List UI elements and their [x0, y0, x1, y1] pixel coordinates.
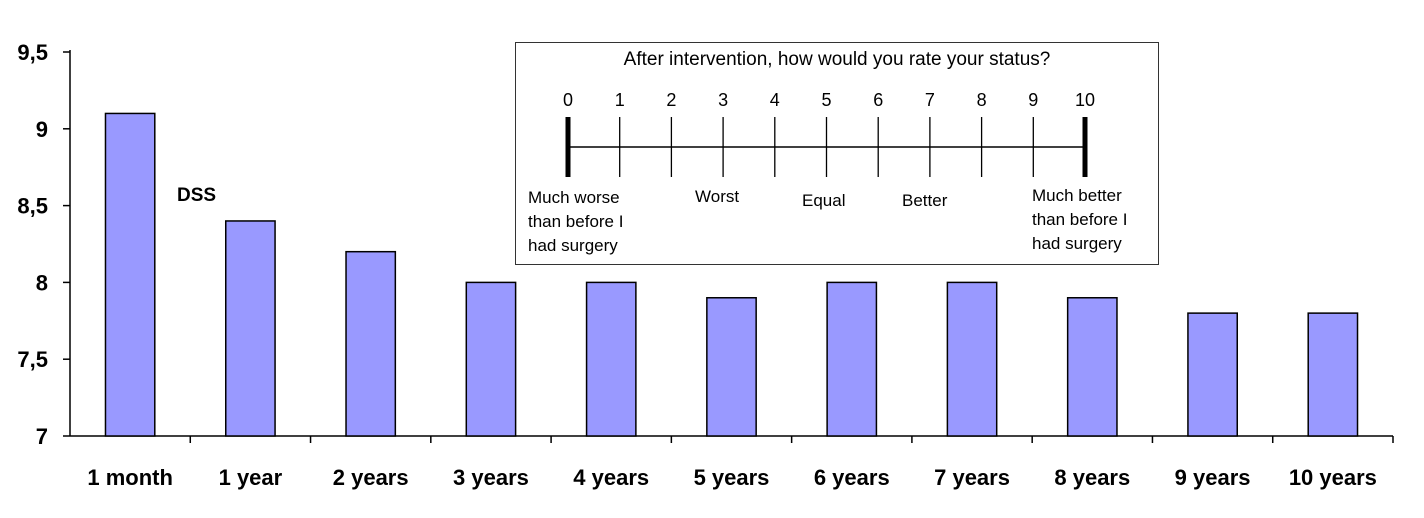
rating-scale-inset: 0 1 2 3 4 5 6 7 8 9 10 After intervention, how wou… — [515, 42, 1159, 265]
x-tick-label: 10 years — [1289, 465, 1377, 490]
bar — [1187, 312, 1238, 437]
scale-number: 8 — [977, 90, 987, 110]
x-tick-label: 2 years — [333, 465, 409, 490]
y-tick-label: 8 — [36, 270, 48, 295]
bar — [585, 281, 637, 437]
bar — [104, 112, 156, 437]
x-tick-label: 1 month — [87, 465, 173, 490]
anchor-much-better: Much better than before I had surgery — [1032, 184, 1127, 256]
series-label: DSS — [177, 185, 216, 206]
bar — [225, 220, 276, 437]
y-tick-label: 7,5 — [17, 347, 48, 372]
scale-number: 3 — [718, 90, 728, 110]
anchor-line: had surgery — [528, 236, 618, 255]
scale-number: 10 — [1075, 90, 1095, 110]
scale-number: 1 — [615, 90, 625, 110]
scale-number: 6 — [873, 90, 883, 110]
anchor-line: Much worse — [528, 188, 620, 207]
x-tick-label: 4 years — [573, 465, 649, 490]
y-tick-label: 8,5 — [17, 194, 48, 219]
anchor-equal: Equal — [802, 191, 846, 210]
scale-number: 0 — [563, 90, 573, 110]
x-tick-label: 9 years — [1175, 465, 1251, 490]
anchor-line: had surgery — [1032, 234, 1122, 253]
bar — [465, 281, 517, 437]
bar — [1066, 297, 1118, 437]
y-tick-label: 9 — [36, 117, 48, 142]
x-tick-label: 6 years — [814, 465, 890, 490]
anchor-worst: Worst — [695, 187, 740, 206]
x-tick-label: 1 year — [219, 465, 283, 490]
bar — [826, 281, 878, 437]
x-axis-ticks: 1 month 1 year 2 years 3 years 4 years 5 year… — [87, 436, 1394, 490]
scale-number: 9 — [1028, 90, 1038, 110]
scale-number: 2 — [666, 90, 676, 110]
x-tick-label: 8 years — [1054, 465, 1130, 490]
bar — [946, 281, 998, 437]
scale-number: 7 — [925, 90, 935, 110]
bar — [345, 250, 397, 437]
anchor-line: than before I — [528, 212, 624, 231]
bar — [706, 297, 757, 437]
anchor-much-worse: Much worse than before I had surgery — [528, 186, 623, 258]
x-tick-label: 7 years — [934, 465, 1010, 490]
anchor-line: than before I — [1032, 210, 1128, 229]
anchor-line: Much better — [1032, 186, 1122, 205]
bar-series — [104, 112, 1359, 437]
y-tick-label: 7 — [36, 424, 48, 449]
x-tick-label: 3 years — [453, 465, 529, 490]
inset-title: After intervention, how would you rate y… — [623, 49, 1051, 70]
y-tick-label: 9,5 — [17, 40, 48, 65]
y-axis-ticks: 7 7,5 8 8,5 9 9,5 — [17, 40, 70, 449]
x-tick-label: 5 years — [694, 465, 770, 490]
scale-number: 4 — [770, 90, 780, 110]
rating-scale: 0 1 2 3 4 5 6 7 8 9 10 — [563, 90, 1095, 177]
bar — [1307, 312, 1359, 437]
scale-number: 5 — [821, 90, 831, 110]
anchor-better: Better — [902, 191, 948, 210]
